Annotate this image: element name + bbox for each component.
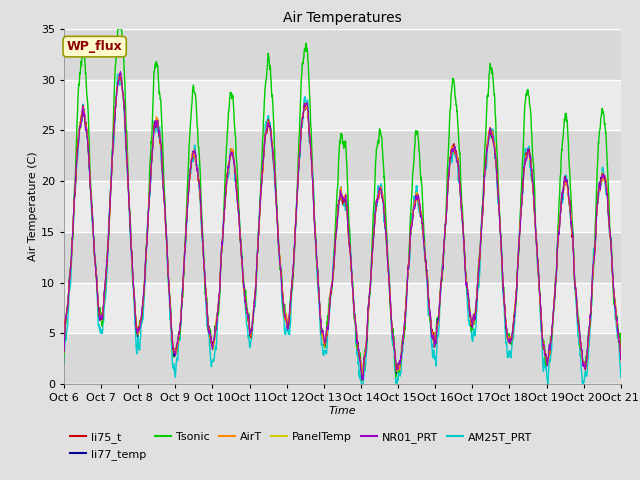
Bar — [64, 80, 621, 130]
Bar — [64, 283, 621, 333]
Legend: li75_t, li77_temp, Tsonic, AirT, PanelTemp, NR01_PRT, AM25T_PRT: li75_t, li77_temp, Tsonic, AirT, PanelTe… — [70, 432, 532, 459]
Text: WP_flux: WP_flux — [67, 40, 122, 53]
Y-axis label: Air Temperature (C): Air Temperature (C) — [28, 152, 38, 261]
Bar — [64, 181, 621, 232]
Title: Air Temperatures: Air Temperatures — [283, 11, 402, 25]
X-axis label: Time: Time — [328, 406, 356, 416]
